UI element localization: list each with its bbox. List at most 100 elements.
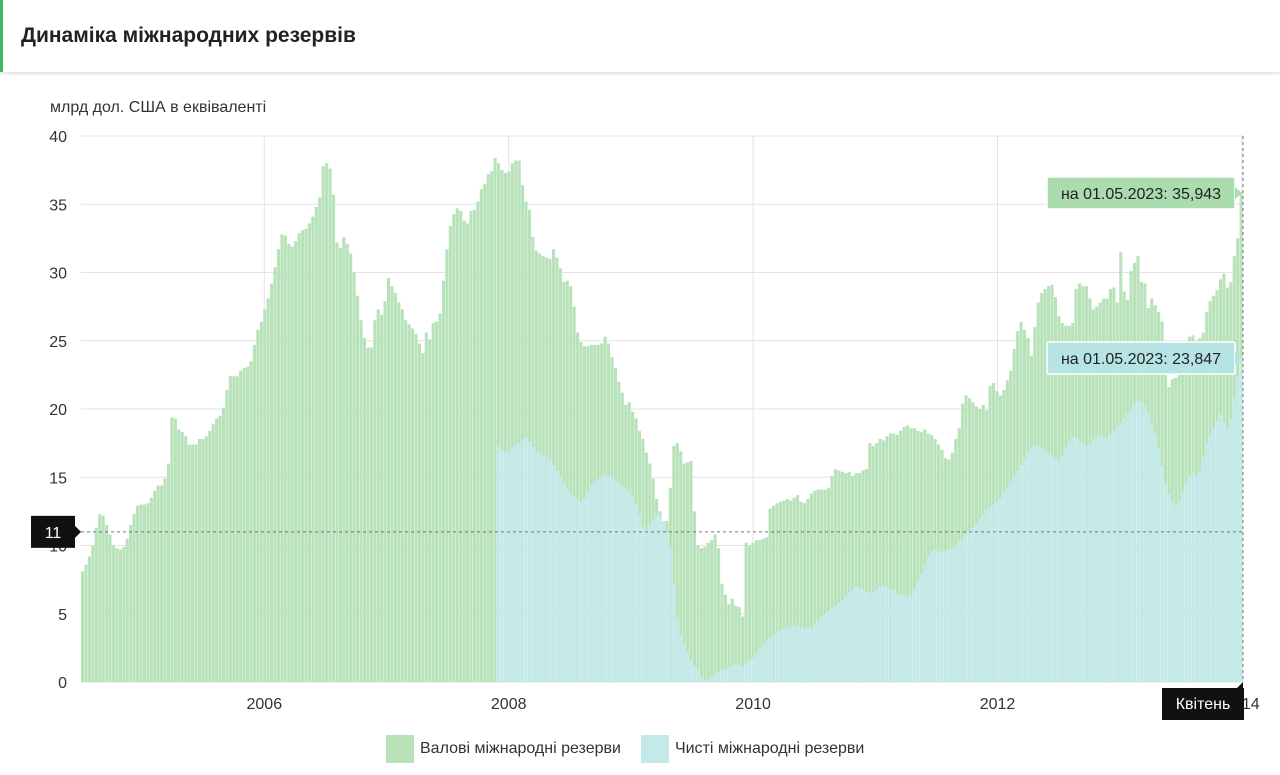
gross-bar[interactable] [462,220,466,682]
net-bar[interactable] [1047,452,1051,682]
legend-item-net[interactable]: Чисті міжнародні резерви [640,735,864,763]
gross-bar[interactable] [813,490,817,682]
net-bar[interactable] [1005,486,1009,682]
gross-bar[interactable] [318,197,322,682]
net-bar[interactable] [988,507,992,682]
gross-bar[interactable] [565,280,569,682]
net-bar[interactable] [971,527,975,682]
net-bar[interactable] [964,534,968,682]
gross-bar[interactable] [166,463,171,682]
gross-bar[interactable] [782,500,786,682]
gross-bar[interactable] [115,548,119,682]
gross-bar[interactable] [414,333,418,682]
gross-bar[interactable] [369,347,373,682]
net-bar[interactable] [1201,456,1205,682]
net-bar[interactable] [961,538,965,682]
gross-bar[interactable] [864,469,868,682]
net-bar[interactable] [534,451,538,682]
gross-bar[interactable] [84,564,88,682]
net-bar[interactable] [658,515,662,682]
gross-bar[interactable] [215,418,219,682]
net-bar[interactable] [851,589,855,682]
net-bar[interactable] [507,452,511,682]
gross-bar[interactable] [331,194,336,682]
net-bar[interactable] [727,666,731,682]
gross-bar[interactable] [503,172,507,683]
net-bar[interactable] [699,676,703,682]
net-bar[interactable] [696,669,700,682]
net-bar[interactable] [1050,455,1054,682]
gross-bar[interactable] [280,234,284,682]
net-bar[interactable] [1022,458,1027,682]
gross-bar[interactable] [778,501,782,682]
gross-bar[interactable] [287,243,291,682]
gross-bar[interactable] [153,490,157,682]
gross-bar[interactable] [404,320,408,682]
net-bar[interactable] [1139,402,1143,682]
net-bar[interactable] [1060,455,1064,682]
net-bar[interactable] [888,589,892,682]
net-bar[interactable] [937,550,941,682]
net-bar[interactable] [1053,458,1058,682]
gross-bar[interactable] [304,228,308,682]
gross-bar[interactable] [173,418,177,682]
gross-bar[interactable] [283,235,287,682]
gross-bar[interactable] [259,321,263,682]
gross-bar[interactable] [734,605,738,682]
gross-bar[interactable] [421,353,425,682]
gross-bar[interactable] [521,185,525,682]
series-net-bars[interactable] [496,357,1243,683]
gross-bar[interactable] [703,546,707,682]
gross-bar[interactable] [228,376,232,682]
net-bar[interactable] [1036,445,1040,682]
net-bar[interactable] [978,518,982,682]
gross-bar[interactable] [91,545,95,683]
net-bar[interactable] [1077,440,1082,682]
gross-bar[interactable] [789,500,793,682]
gross-bar[interactable] [325,163,329,683]
gross-bar[interactable] [208,430,212,682]
gross-bar[interactable] [180,432,184,682]
gross-bar[interactable] [675,443,679,683]
gross-bar[interactable] [816,489,820,682]
gross-bar[interactable] [689,460,693,682]
gross-bar[interactable] [194,444,198,682]
gross-bar[interactable] [909,428,913,682]
net-bar[interactable] [761,643,765,682]
gross-bar[interactable] [882,440,886,682]
net-bar[interactable] [1198,471,1202,682]
gross-bar[interactable] [448,226,452,682]
net-bar[interactable] [703,680,707,682]
net-bar[interactable] [521,439,525,682]
net-bar[interactable] [1009,481,1013,682]
gross-bar[interactable] [321,166,325,682]
net-bar[interactable] [1160,466,1164,682]
gross-bar[interactable] [806,499,810,682]
net-bar[interactable] [531,447,535,682]
net-bar[interactable] [1181,490,1185,682]
gross-bar[interactable] [366,347,370,682]
gross-bar[interactable] [706,542,710,682]
net-bar[interactable] [648,525,652,682]
gross-bar[interactable] [435,321,439,682]
net-bar[interactable] [823,613,827,682]
gross-bar[interactable] [400,309,404,682]
net-bar[interactable] [631,496,635,682]
gross-bar[interactable] [500,170,504,683]
gross-bar[interactable] [191,444,195,682]
gross-bar[interactable] [160,485,164,682]
gross-bar[interactable] [338,247,342,682]
net-bar[interactable] [892,590,896,682]
net-bar[interactable] [751,657,755,682]
net-bar[interactable] [744,662,748,682]
net-bar[interactable] [1033,444,1037,682]
gross-bar[interactable] [837,470,841,682]
net-bar[interactable] [1194,475,1198,682]
net-bar[interactable] [514,444,518,682]
gross-bar[interactable] [352,272,356,683]
gross-bar[interactable] [772,505,776,682]
net-bar[interactable] [861,589,865,682]
net-bar[interactable] [1143,406,1147,682]
gross-bar[interactable] [493,157,497,683]
gross-bar[interactable] [218,415,222,682]
